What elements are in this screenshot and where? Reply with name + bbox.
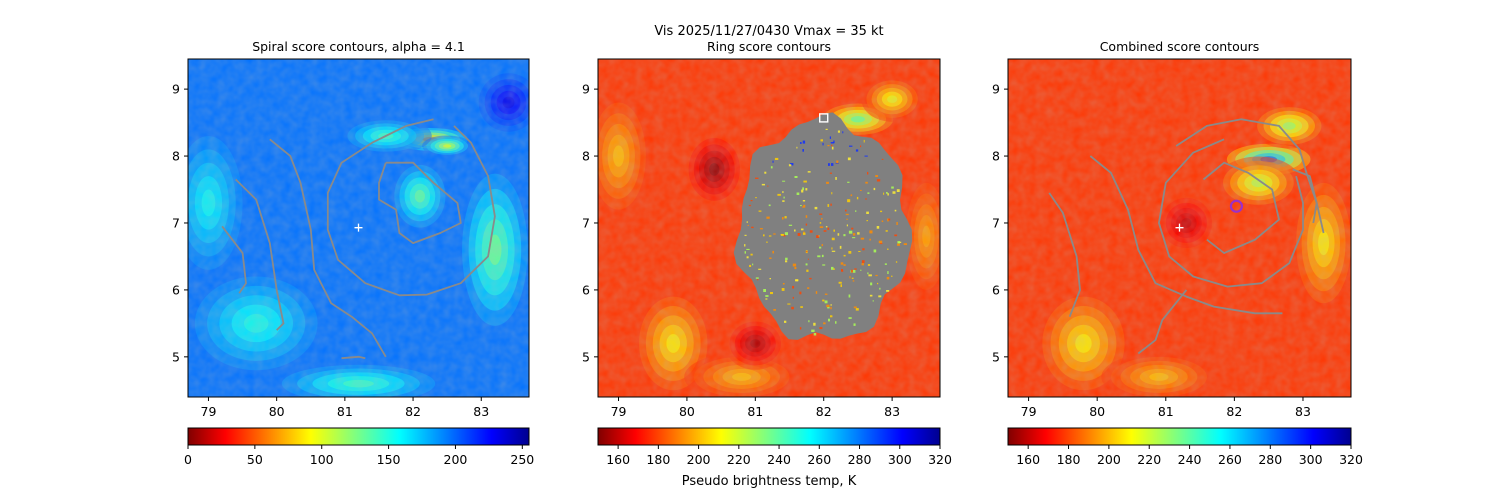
panel-2: Ring score contours 79 80 81 82 83 5 6 7 8 9 160 180… (582, 39, 952, 467)
panel-2-colorbar-gradient (597, 427, 941, 446)
panel-1-colorbar-gradient (187, 427, 530, 446)
panel-2-ytick-label: 7 (582, 215, 590, 230)
panel-2-xtick-label: 80 (679, 404, 695, 419)
panel-2-axes-ticks: 79 80 81 82 83 5 6 7 8 9 (582, 82, 900, 419)
panel-3-center-marker (1175, 223, 1184, 232)
panel-3-colorbar-tick-label: 200 (1097, 452, 1121, 467)
panel-1-ytick-label: 9 (172, 82, 180, 97)
panel-2-colorbar-tick-label: 180 (646, 452, 670, 467)
panel-3-title: Combined score contours (1100, 39, 1260, 54)
panel-1-frame (187, 58, 530, 398)
panel-2-ytick-label: 9 (582, 82, 590, 97)
panel-3-xtick-label: 79 (1021, 404, 1037, 419)
panel-1-title: Spiral score contours, alpha = 4.1 (252, 39, 465, 54)
figure-suptitle: Vis 2025/11/27/0430 Vmax = 35 kt (654, 24, 883, 39)
panel-3-contour-arc-long (1089, 155, 1283, 315)
panel-2-colorbar-tick-label: 200 (687, 452, 711, 467)
panel-3-colorbar-tick-label: 240 (1178, 452, 1202, 467)
panel-2-xtick-label: 79 (611, 404, 627, 419)
panel-2-xtick-label: 81 (747, 404, 763, 419)
panel-3-xtick-label: 82 (1226, 404, 1242, 419)
panel-1-center-marker (354, 223, 363, 232)
panel-1-contour-arc-long (269, 138, 387, 358)
panel-3-xtick-label: 81 (1158, 404, 1174, 419)
panel-1-xtick-label: 83 (473, 404, 489, 419)
panel-3-colorbar-tick-label: 220 (1137, 452, 1161, 467)
panel-1-ytick-label: 7 (172, 215, 180, 230)
panel-3-contour-outer-arc-left (1048, 192, 1081, 318)
panel-1-xtick-label: 79 (201, 404, 217, 419)
panel-1-colorbar-tick-label: 150 (377, 452, 401, 467)
panel-3-colorbar-tick-label: 280 (1258, 452, 1282, 467)
panel-1-contour-outer-arc-left (221, 225, 247, 294)
panel-2-ytick-label: 8 (582, 149, 590, 164)
panel-1-colorbar-tick-label: 200 (444, 452, 468, 467)
panel-2-colorbar-tick-label: 220 (727, 452, 751, 467)
panel-2-frame (597, 58, 941, 398)
panel-1-ytick-label: 8 (172, 149, 180, 164)
panel-1-contour-band-inner (378, 161, 462, 244)
panel-1-colorbar: 0 50 100 150 200 250 (184, 427, 534, 467)
panel-3-contour-lower-arc (1137, 289, 1188, 355)
panel-3-contour-band-outer (1158, 138, 1304, 288)
panel-2-colorbar-tick-label: 300 (888, 452, 912, 467)
panel-3-colorbar-tick-label: 160 (1016, 452, 1040, 467)
panel-3-axes-ticks: 79 80 81 82 83 5 6 7 8 9 (992, 82, 1311, 419)
panel-1-ytick-label: 5 (172, 349, 180, 364)
panel-1-xtick-label: 82 (405, 404, 421, 419)
panel-3-ytick-label: 5 (992, 349, 1000, 364)
panel-3: Combined score contours 79 80 81 82 83 5 6 7 8 9 16… (992, 39, 1363, 467)
panel-2-ring-region (733, 112, 913, 340)
panel-1-xtick-label: 80 (269, 404, 285, 419)
panel-2-max-marker (819, 113, 829, 123)
panel-1-axes-ticks: 79 80 81 82 83 5 6 7 8 9 (172, 82, 489, 419)
panel-3-colorbar-tick-label: 260 (1218, 452, 1242, 467)
panel-3-ytick-label: 7 (992, 215, 1000, 230)
panel-3-xtick-label: 83 (1295, 404, 1311, 419)
panel-3-colorbar-tick-label: 320 (1339, 452, 1363, 467)
panel-2-ytick-label: 5 (582, 349, 590, 364)
panel-1-xtick-label: 81 (337, 404, 353, 419)
panel-3-colorbar-tick-label: 180 (1057, 452, 1081, 467)
panel-3-colorbar-gradient (1007, 427, 1352, 446)
panel-1-contour-arc-mid-left (235, 178, 285, 331)
panel-1-colorbar-tick-label: 0 (184, 452, 192, 467)
panel-3-ytick-label: 9 (992, 82, 1000, 97)
panel-3-contour-band-inner (1202, 161, 1280, 254)
panel-1-contour-band-outer (326, 118, 496, 297)
panel-3-xtick-label: 80 (1089, 404, 1105, 419)
panel-2-title: Ring score contours (707, 39, 831, 54)
panel-3-field (1008, 59, 1351, 397)
panel-2-colorbar-tick-label: 160 (606, 452, 630, 467)
panel-2-xtick-label: 82 (816, 404, 832, 419)
panel-2-field (598, 59, 940, 397)
panel-3-contour-right-arc (1292, 168, 1325, 234)
panel-1-colorbar-tick-label: 250 (510, 452, 534, 467)
panel-3-colorbar-tick-label: 300 (1299, 452, 1323, 467)
colorbar-label: Pseudo brightness temp, K (682, 474, 857, 489)
panel-2-colorbar-tick-label: 320 (928, 452, 952, 467)
panel-1-colorbar-tick-label: 100 (310, 452, 334, 467)
panel-2-ytick-label: 6 (582, 282, 590, 297)
panel-1: Spiral score contours, alpha = 4.179 80 81… (172, 39, 534, 467)
panel-2-colorbar-tick-label: 280 (848, 452, 872, 467)
panel-3-frame (1007, 58, 1352, 398)
panel-3-colorbar: 160 180 200 220 240 260 280 300 320 (1007, 427, 1363, 467)
panel-1-field (188, 59, 529, 397)
panel-1-contour-short-bottom (341, 355, 366, 360)
panel-1-colorbar-tick-label: 50 (247, 452, 263, 467)
panel-2-colorbar-tick-label: 260 (807, 452, 831, 467)
panel-2-colorbar-tick-label: 240 (767, 452, 791, 467)
panel-3-max-marker (1229, 199, 1244, 213)
panel-3-ytick-label: 8 (992, 149, 1000, 164)
panel-2-xtick-label: 83 (884, 404, 900, 419)
panel-2-colorbar: 160 180 200 220 240 260 280 300 320 (597, 427, 952, 467)
panel-1-ytick-label: 6 (172, 282, 180, 297)
panel-3-ytick-label: 6 (992, 282, 1000, 297)
